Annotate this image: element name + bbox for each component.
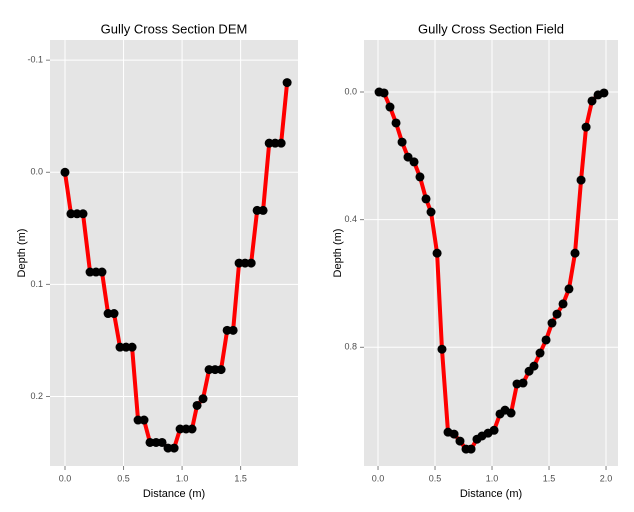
data-point	[541, 335, 551, 345]
data-point	[506, 408, 516, 418]
x-tick-label: 0.0	[372, 473, 385, 483]
x-tick-label: 0.5	[429, 473, 442, 483]
y-tick-label: 0.1	[30, 279, 43, 289]
y-axis-title: Depth (m)	[332, 229, 344, 278]
data-point	[564, 284, 574, 294]
chart-title: Gully Cross Section Field	[418, 21, 564, 36]
x-axis-title: Distance (m)	[143, 488, 205, 500]
x-tick-label: 1.5	[543, 473, 556, 483]
data-point	[558, 299, 568, 309]
data-point	[198, 394, 208, 404]
data-point	[228, 325, 238, 335]
x-tick-label: 2.0	[600, 473, 613, 483]
y-tick-label: 0.0	[344, 86, 357, 96]
plot-background	[364, 40, 618, 466]
y-axis-title: Depth (m)	[16, 229, 28, 278]
data-point	[187, 424, 197, 434]
data-point	[489, 425, 499, 435]
data-point	[391, 118, 401, 128]
plot-background	[50, 40, 298, 466]
y-tick-label: -0.1	[27, 55, 43, 65]
data-point	[455, 436, 465, 446]
data-point	[466, 444, 476, 454]
data-point	[415, 172, 425, 182]
data-point	[587, 96, 597, 106]
x-tick-label: 1.0	[176, 473, 189, 483]
data-point	[78, 209, 88, 219]
x-tick-label: 0.5	[117, 473, 130, 483]
data-point	[192, 400, 202, 410]
chart-panel: 0.0 0.5 1.0 1.5 -0.1 0.0 0.1 0.2 Gully Cross Sec…	[16, 21, 298, 500]
chart-panel: 0.0 0.5 1.0 1.5 2.0 0.0 0.4 0.8 Gully Cross Sect…	[332, 21, 618, 500]
data-point	[576, 175, 586, 185]
data-point	[449, 429, 459, 439]
data-point	[581, 122, 591, 132]
x-tick-label: 0.0	[59, 473, 72, 483]
y-tick-label: 0.2	[30, 391, 43, 401]
data-point	[518, 378, 528, 388]
x-tick-label: 1.5	[234, 473, 247, 483]
data-point	[535, 348, 545, 358]
data-point	[169, 443, 179, 453]
data-point	[60, 167, 70, 177]
data-point	[139, 415, 149, 425]
data-point	[379, 88, 389, 98]
chart-title: Gully Cross Section DEM	[101, 21, 248, 36]
data-point	[258, 205, 268, 215]
x-tick-label: 1.0	[486, 473, 499, 483]
data-point	[432, 248, 442, 258]
data-point	[570, 248, 580, 258]
data-point	[529, 361, 539, 371]
data-point	[599, 88, 609, 98]
data-point	[409, 157, 419, 167]
data-point	[403, 152, 413, 162]
data-point	[246, 258, 256, 268]
y-tick-label: 0.4	[344, 214, 357, 224]
data-point	[216, 365, 226, 375]
x-axis-title: Distance (m)	[460, 488, 522, 500]
data-point	[437, 344, 447, 354]
y-tick-label: 0.0	[30, 167, 43, 177]
data-point	[552, 309, 562, 319]
data-point	[282, 78, 292, 88]
data-point	[157, 437, 167, 447]
y-tick-label: 0.8	[344, 342, 357, 352]
data-point	[547, 318, 557, 328]
data-point	[421, 194, 431, 204]
data-point	[276, 138, 286, 148]
data-point	[426, 207, 436, 217]
data-point	[385, 102, 395, 112]
data-point	[397, 137, 407, 147]
data-point	[109, 309, 119, 319]
data-point	[127, 342, 137, 352]
data-point	[97, 267, 107, 277]
